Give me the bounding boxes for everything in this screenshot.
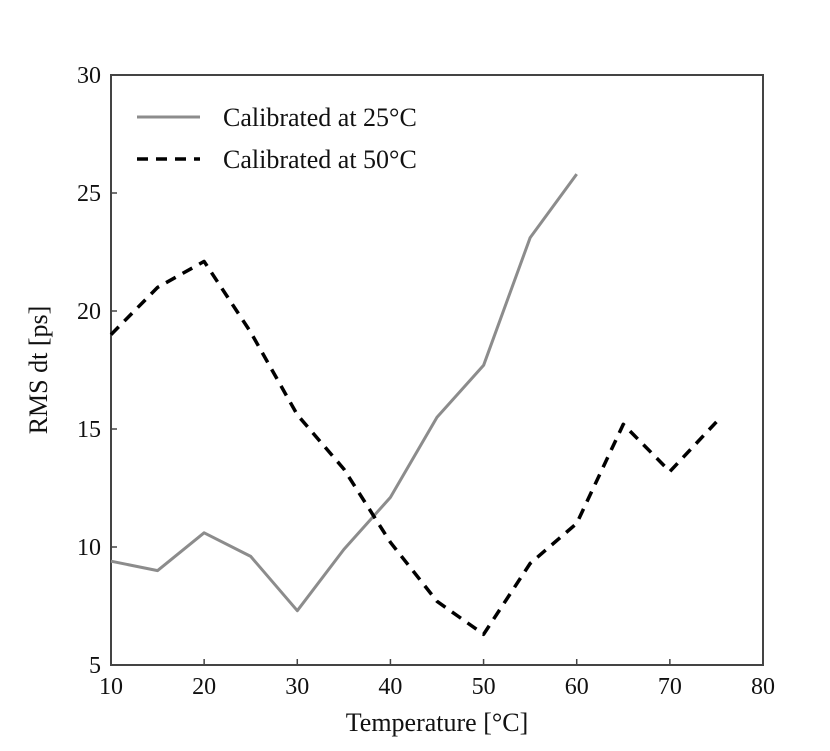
y-tick-label: 5 xyxy=(89,653,101,679)
x-tick-label: 20 xyxy=(192,674,216,700)
x-tick-label: 50 xyxy=(472,674,496,700)
y-tick-label: 20 xyxy=(77,299,101,325)
x-tick-label: 40 xyxy=(378,674,402,700)
x-tick-label: 80 xyxy=(751,674,775,700)
series-line-1 xyxy=(110,173,578,613)
x-axis-label: Temperature [°C] xyxy=(346,708,529,737)
legend-label-2: Calibrated at 50°C xyxy=(223,145,417,174)
x-tick-label: 10 xyxy=(99,674,123,700)
y-tick-label: 25 xyxy=(77,181,101,207)
x-tick-label: 30 xyxy=(285,674,309,700)
x-tick-label: 70 xyxy=(658,674,682,700)
x-tick-label: 60 xyxy=(565,674,589,700)
legend: Calibrated at 25°C Calibrated at 50°C xyxy=(137,103,417,174)
plot-frame xyxy=(110,74,764,666)
y-tick-label: 10 xyxy=(77,535,101,561)
legend-label-1: Calibrated at 25°C xyxy=(223,103,417,132)
series-line-2 xyxy=(109,259,718,637)
y-tick-label: 15 xyxy=(77,417,101,443)
y-tick-label: 30 xyxy=(77,63,101,89)
y-axis-label: RMS dt [ps] xyxy=(24,306,53,435)
